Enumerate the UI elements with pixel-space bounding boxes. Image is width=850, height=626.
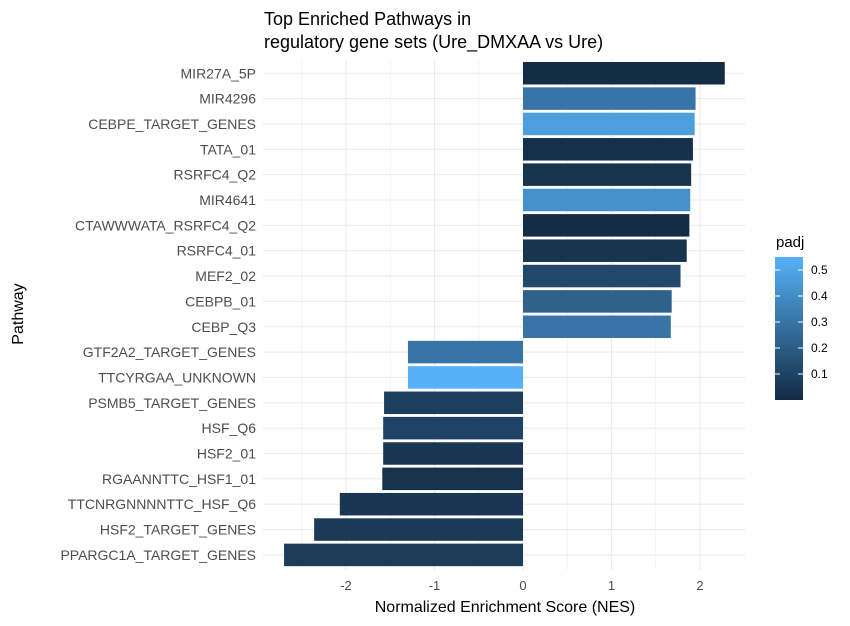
bar-tata-01 — [523, 138, 693, 161]
bar-ttcnrgnnnnttc-hsf-q6 — [339, 492, 523, 516]
y-tick-label: HSF_Q6 — [202, 420, 257, 436]
bar-hsf2-01 — [383, 442, 523, 465]
y-tick-label: HSF2_TARGET_GENES — [100, 522, 256, 538]
legend-tick-label: 0.5 — [811, 263, 828, 277]
y-tick-label: MIR4641 — [199, 192, 256, 208]
legend-tick-label: 0.2 — [811, 341, 828, 355]
x-tick-label: -2 — [340, 578, 352, 593]
y-tick-label: TATA_01 — [200, 141, 256, 157]
x-tick-label: 1 — [608, 578, 615, 593]
y-tick-label: TTCYRGAA_UNKNOWN — [98, 369, 256, 385]
bar-cebpe-target-genes — [523, 112, 695, 136]
y-tick-label: MIR4296 — [199, 91, 256, 107]
bar-hsf2-target-genes — [314, 518, 523, 541]
y-tick-label: CTAWWWATA_RSRFC4_Q2 — [75, 217, 256, 233]
x-tick-labels: -2 -1 0 1 2 — [340, 578, 703, 593]
bar-psmb5-target-genes — [384, 391, 523, 415]
y-axis-label: Pathway — [10, 283, 27, 344]
legend-tick-label: 0.4 — [811, 289, 828, 303]
legend-tick-label: 0.1 — [811, 367, 828, 381]
bar-ttcyrgaa-unknown — [407, 366, 523, 389]
bar-mir4296 — [523, 87, 696, 110]
chart-title-line-2: regulatory gene sets (Ure_DMXAA vs Ure) — [264, 32, 603, 53]
legend-title: padj — [776, 234, 804, 251]
legend-tick-label: 0.3 — [811, 315, 828, 329]
y-tick-label: RGAANNTTC_HSF1_01 — [102, 471, 256, 487]
bar-rsrfc4-q2 — [523, 163, 692, 186]
bar-rsrfc4-01 — [523, 239, 687, 262]
bar-rgaannttc-hsf1-01 — [382, 467, 523, 491]
padj-color-legend: padj 0.1 0.2 0.3 0.4 0.5 — [775, 234, 828, 400]
legend-ticks: 0.1 0.2 0.3 0.4 0.5 — [775, 263, 828, 381]
bar-mir27a-5p — [523, 62, 725, 85]
bar-mef2-02 — [523, 264, 681, 288]
x-tick-label: -1 — [429, 578, 441, 593]
y-tick-label: CEBPE_TARGET_GENES — [88, 116, 256, 132]
x-tick-label: 2 — [696, 578, 703, 593]
y-tick-label: PPARGC1A_TARGET_GENES — [60, 547, 256, 563]
y-tick-label: TTCNRGNNNNTTC_HSF_Q6 — [68, 496, 256, 512]
y-tick-label: GTF2A2_TARGET_GENES — [83, 344, 256, 360]
y-tick-label: RSRFC4_Q2 — [174, 167, 257, 183]
bar-gtf2a2-target-genes — [407, 340, 523, 364]
chart-title-line-1: Top Enriched Pathways in — [264, 9, 471, 29]
legend-colorbar — [775, 257, 803, 400]
y-tick-labels: MIR27A_5P MIR4296 CEBPE_TARGET_GENES TATA_0… — [60, 65, 256, 563]
bar-cebp-q3 — [523, 315, 671, 338]
y-tick-label: MEF2_02 — [195, 268, 256, 284]
y-tick-label: HSF2_01 — [197, 446, 256, 462]
bars — [284, 62, 725, 567]
x-tick-label: 0 — [519, 578, 526, 593]
bar-hsf-q6 — [383, 416, 523, 440]
y-tick-label: CEBPB_01 — [185, 293, 256, 309]
bar-ppargc1a-target-genes — [284, 543, 523, 567]
y-tick-label: RSRFC4_01 — [177, 243, 257, 259]
y-tick-label: PSMB5_TARGET_GENES — [88, 395, 256, 411]
bar-ctawwwata-rsrfc4-q2 — [523, 214, 690, 237]
x-axis-label: Normalized Enrichment Score (NES) — [375, 599, 636, 616]
y-tick-label: CEBP_Q3 — [191, 319, 256, 335]
bar-mir4641 — [523, 188, 691, 212]
y-tick-label: MIR27A_5P — [181, 65, 256, 81]
bar-cebpb-01 — [523, 290, 672, 313]
